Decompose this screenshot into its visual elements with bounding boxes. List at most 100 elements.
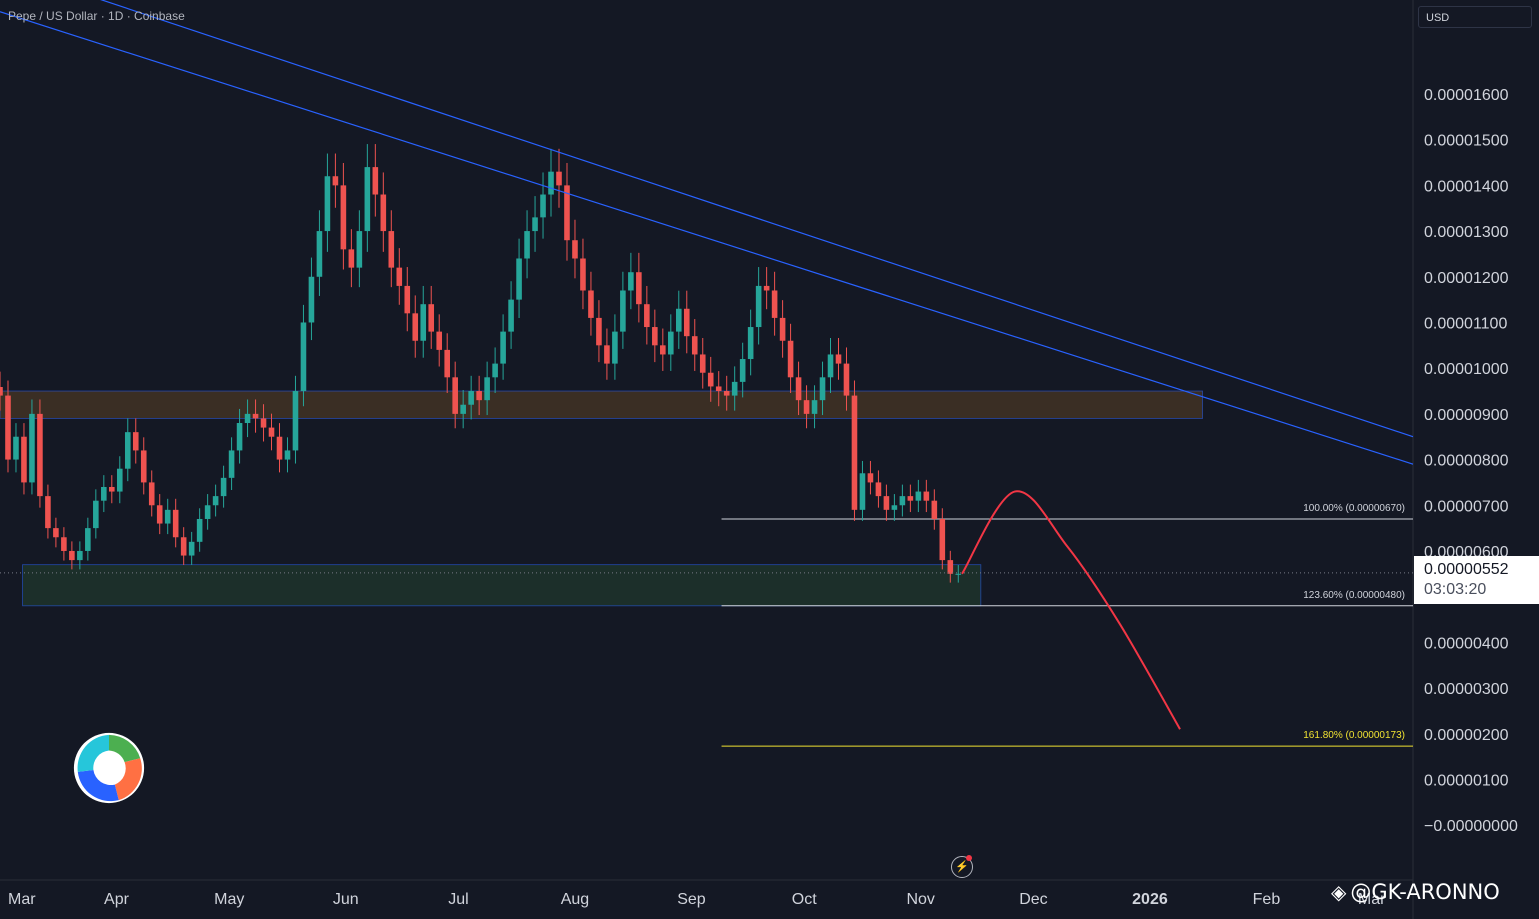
x-tick-label: Mar	[1358, 891, 1386, 908]
candle	[37, 413, 43, 497]
replay-flash-icon[interactable]: ⚡	[951, 855, 973, 878]
candle	[380, 194, 387, 232]
candle	[196, 518, 203, 542]
candle	[452, 377, 458, 414]
candle	[707, 372, 714, 387]
brand-logo-icon	[73, 732, 145, 804]
candle	[556, 171, 562, 186]
candle	[85, 528, 91, 551]
candle	[572, 240, 578, 259]
candle	[532, 217, 538, 232]
candle	[683, 308, 690, 337]
candle	[5, 395, 11, 460]
x-tick-label: Jul	[448, 891, 468, 908]
candle	[156, 505, 163, 524]
candle	[803, 400, 810, 414]
candle	[851, 395, 858, 510]
candle	[420, 304, 427, 341]
candle	[843, 363, 850, 396]
candle	[612, 331, 618, 364]
candle	[284, 450, 291, 460]
candle	[907, 496, 914, 501]
x-tick-label: Aug	[561, 891, 589, 908]
candle	[236, 423, 243, 451]
candle	[300, 322, 307, 392]
candle	[875, 482, 882, 497]
candle	[460, 404, 466, 414]
candle	[260, 418, 267, 428]
y-tick-label: 0.00001400	[1424, 178, 1509, 195]
candle	[372, 167, 379, 195]
candle	[109, 486, 115, 492]
candle	[268, 427, 275, 437]
candle	[500, 331, 506, 364]
candle	[827, 354, 834, 378]
candle	[811, 400, 818, 414]
x-tick-label: Sep	[677, 891, 706, 908]
candle	[324, 176, 331, 232]
candle	[723, 391, 730, 396]
x-tick-label: Dec	[1019, 891, 1047, 908]
current-price-label: 0.00000552 03:03:20	[1414, 556, 1539, 604]
x-tick-label: May	[214, 891, 244, 908]
candle	[867, 473, 874, 483]
candle	[340, 185, 347, 250]
candle	[524, 231, 530, 259]
y-tick-label: 0.00000900	[1424, 407, 1509, 424]
candle	[61, 537, 67, 551]
candle	[21, 436, 27, 483]
candle	[164, 509, 171, 524]
candle	[69, 550, 75, 561]
y-tick-label: 0.00000200	[1424, 727, 1509, 744]
y-tick-label: 0.00001500	[1424, 133, 1509, 150]
x-tick-label: Jun	[333, 891, 359, 908]
candle	[93, 500, 99, 529]
candle	[755, 285, 762, 328]
notification-dot	[966, 855, 972, 861]
candle	[428, 304, 435, 332]
candle	[739, 359, 746, 382]
candle	[731, 381, 738, 396]
candle	[931, 500, 938, 519]
candle	[660, 345, 666, 355]
candle	[29, 413, 35, 483]
y-tick-label: −0.00000000	[1424, 818, 1518, 835]
candle	[292, 391, 299, 451]
candle	[148, 482, 155, 506]
y-tick-label: 0.00000300	[1424, 681, 1509, 698]
candle	[763, 285, 770, 291]
candle	[332, 176, 339, 186]
candle	[396, 267, 403, 286]
candle	[45, 496, 51, 529]
fib-level-label: 161.80% (0.00000173)	[1303, 730, 1405, 741]
candle	[13, 436, 19, 460]
candle	[859, 473, 866, 510]
resistance-zone	[0, 390, 1203, 419]
candle	[540, 194, 546, 218]
candle	[620, 290, 626, 332]
candle	[0, 387, 3, 396]
candle	[923, 491, 930, 501]
candle	[835, 354, 842, 364]
author-watermark: ◈ @GK-ARONNO	[1331, 880, 1500, 904]
candle	[644, 304, 650, 328]
candle	[244, 413, 251, 424]
candle	[412, 313, 419, 341]
candle	[628, 272, 634, 291]
candle	[947, 560, 954, 574]
candle	[172, 509, 179, 538]
candle	[388, 231, 395, 268]
candle	[891, 505, 898, 510]
y-tick-label: 0.00001100	[1424, 315, 1507, 332]
candle	[124, 432, 131, 469]
candle	[699, 354, 706, 373]
currency-selector[interactable]: USD	[1418, 6, 1532, 28]
candle	[588, 290, 594, 318]
candle	[228, 450, 235, 478]
candle	[915, 491, 922, 501]
binance-square-icon: ◈	[1331, 880, 1347, 904]
candle	[675, 308, 682, 332]
y-tick-label: 0.00000700	[1424, 498, 1509, 515]
candle	[508, 299, 514, 332]
